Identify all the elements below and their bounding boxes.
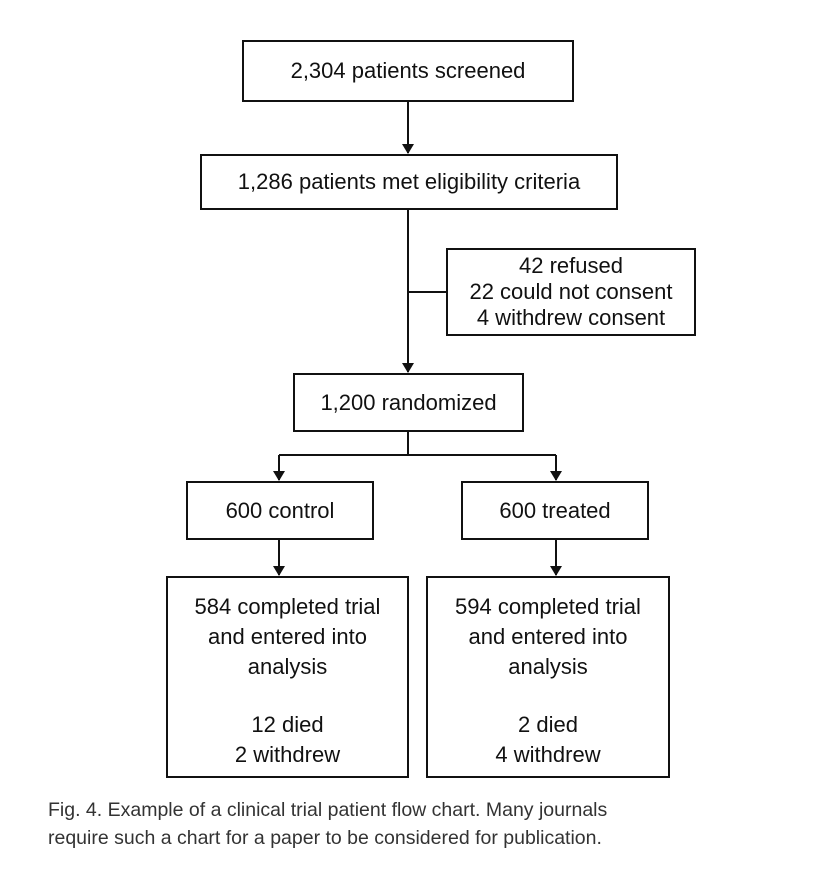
screened-box: 2,304 patients screened — [242, 40, 574, 102]
control-died: 12 died — [251, 712, 324, 737]
control-box: 600 control — [186, 481, 374, 540]
treated-box: 600 treated — [461, 481, 649, 540]
control-completed-line-2: and entered into — [207, 624, 368, 649]
randomized-box: 1,200 randomized — [293, 373, 524, 432]
control-outcome-box: 584 completed trial and entered into ana… — [166, 576, 409, 778]
treated-label: 600 treated — [499, 497, 611, 523]
eligibility-label: 1,286 patients met eligibility criteria — [237, 169, 581, 194]
exclusion-withdrew-consent: 4 withdrew consent — [476, 305, 666, 330]
treated-withdrew: 4 withdrew — [495, 742, 601, 767]
eligibility-box: 1,286 patients met eligibility criteria — [200, 154, 618, 210]
control-completed-line-3: analysis — [247, 654, 328, 679]
figure-caption: Fig. 4. Example of a clinical trial pati… — [48, 796, 818, 852]
exclusion-refused: 42 refused — [519, 253, 623, 278]
control-label: 600 control — [225, 497, 335, 523]
control-completed-line-1: 584 completed trial — [194, 594, 381, 619]
control-withdrew: 2 withdrew — [234, 742, 341, 767]
exclusion-box: 42 refused 22 could not consent 4 withdr… — [446, 248, 696, 336]
exclusion-could-not-consent: 22 could not consent — [469, 279, 673, 304]
treated-outcome-box: 594 completed trial and entered into ana… — [426, 576, 670, 778]
treated-completed-line-3: analysis — [508, 654, 588, 679]
treated-died: 2 died — [518, 712, 578, 737]
caption-line-1: Fig. 4. Example of a clinical trial pati… — [48, 799, 608, 821]
treated-completed-line-2: and entered into — [468, 624, 628, 649]
screened-label: 2,304 patients screened — [290, 58, 526, 83]
randomized-label: 1,200 randomized — [320, 389, 497, 415]
caption-line-2: require such a chart for a paper to be c… — [48, 827, 602, 849]
treated-completed-line-1: 594 completed trial — [455, 594, 641, 619]
